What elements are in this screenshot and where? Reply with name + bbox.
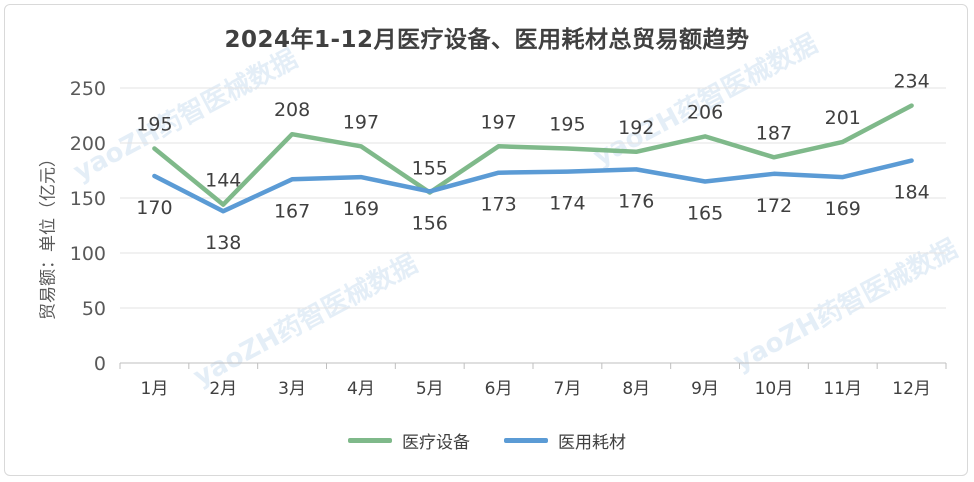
legend-item-series-0: 医疗设备 (348, 428, 470, 453)
data-label: 156 (412, 212, 448, 234)
x-tick-label: 7月 (554, 379, 582, 399)
data-label: 155 (412, 158, 448, 180)
x-tick-label: 6月 (485, 379, 513, 399)
x-tick-label: 2月 (209, 379, 237, 399)
x-tick-label: 3月 (278, 379, 306, 399)
y-tick-label: 200 (70, 133, 106, 155)
legend-item-series-1: 医用耗材 (504, 428, 626, 453)
data-label: 144 (205, 170, 241, 192)
data-label: 192 (618, 117, 654, 139)
y-tick-label: 0 (94, 353, 106, 375)
x-tick-label: 10月 (755, 379, 794, 399)
x-tick-label: 11月 (823, 379, 862, 399)
data-label: 195 (549, 114, 585, 136)
data-label: 138 (205, 232, 241, 254)
legend-label: 医用耗材 (558, 433, 626, 453)
data-label: 167 (274, 200, 310, 222)
legend-swatch (348, 438, 392, 443)
x-tick-label: 4月 (347, 379, 375, 399)
data-label: 173 (480, 194, 516, 216)
data-label: 234 (893, 71, 929, 93)
data-label: 208 (274, 99, 310, 121)
data-label: 184 (893, 182, 929, 204)
data-label: 206 (687, 101, 723, 123)
series-line-0 (152, 103, 914, 207)
data-label: 197 (343, 111, 379, 133)
x-tick-label: 1月 (141, 379, 169, 399)
data-label: 195 (136, 114, 172, 136)
x-tick-label: 9月 (691, 379, 719, 399)
data-label: 170 (136, 197, 172, 219)
data-label: 169 (825, 198, 861, 220)
chart-frame (4, 4, 968, 476)
x-tick-label: 8月 (622, 379, 650, 399)
y-tick-label: 150 (70, 188, 106, 210)
data-label: 201 (825, 107, 861, 129)
chart-title: 2024年1-12月医疗设备、医用耗材总贸易额趋势 (224, 27, 750, 53)
data-label: 197 (480, 111, 516, 133)
y-tick-label: 50 (82, 298, 106, 320)
x-tick-label: 5月 (416, 379, 444, 399)
data-label: 187 (756, 122, 792, 144)
y-tick-label: 100 (70, 243, 106, 265)
legend-label: 医疗设备 (402, 433, 470, 453)
y-tick-label: 250 (70, 78, 106, 100)
series-line-1 (152, 158, 914, 214)
data-label: 165 (687, 203, 723, 225)
legend-swatch (504, 438, 548, 443)
data-label: 174 (549, 193, 585, 215)
x-tick-label: 12月 (892, 379, 931, 399)
data-label: 176 (618, 190, 654, 212)
data-label: 169 (343, 198, 379, 220)
data-label: 172 (756, 195, 792, 217)
legend: 医疗设备 医用耗材 (0, 428, 974, 453)
